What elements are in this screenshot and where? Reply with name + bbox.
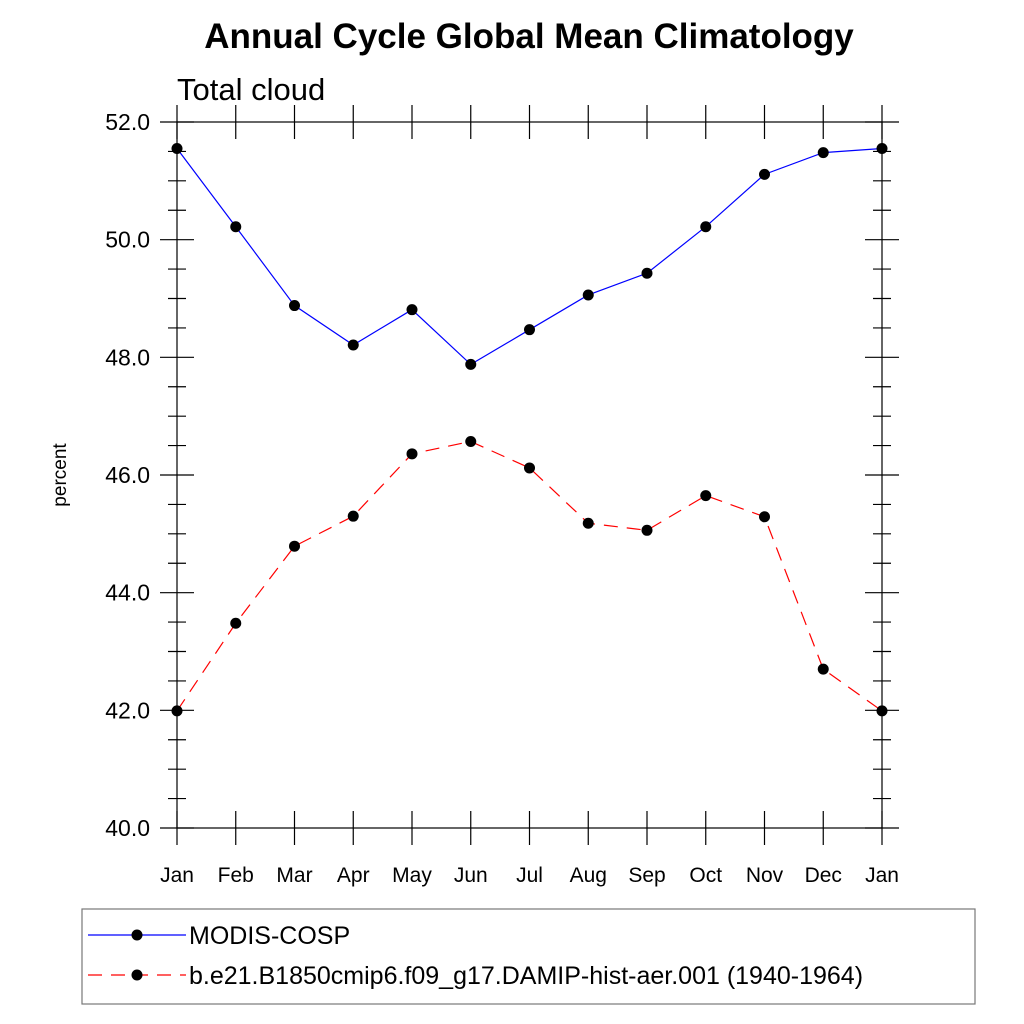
- data-point: [406, 304, 418, 316]
- data-point: [641, 524, 653, 536]
- plot-frame: [176, 121, 883, 829]
- data-point: [347, 510, 359, 522]
- data-point: [582, 517, 594, 529]
- chart-subtitle: Total cloud: [177, 72, 325, 107]
- x-tick-label: Oct: [689, 864, 722, 887]
- y-tick-label: 42.0: [105, 697, 150, 723]
- x-tick-label: Jan: [865, 864, 899, 887]
- axes: 40.0 42.0 44.0 46.0 48.0 50.0 52.0 Jan Feb Mar Apr…: [105, 105, 899, 887]
- data-point: [171, 142, 183, 154]
- x-tick-label: Mar: [276, 864, 312, 887]
- data-point: [700, 221, 712, 233]
- y-tick-label: 48.0: [105, 344, 150, 370]
- x-tick-label: Jun: [454, 864, 488, 887]
- data-point: [582, 289, 594, 301]
- legend-marker: [131, 929, 143, 941]
- data-point: [289, 300, 300, 312]
- data-point: [230, 221, 242, 233]
- series-line: [176, 440, 883, 712]
- data-point: [876, 705, 888, 717]
- legend: MODIS-COSP b.e21.B1850cmip6.f09_g17.DAMIP…: [81, 908, 976, 1005]
- data-point: [171, 705, 183, 717]
- data-point: [347, 339, 359, 351]
- x-tick-label: Feb: [218, 864, 254, 887]
- x-tick-label: Jul: [516, 864, 543, 887]
- series-layer: [171, 142, 888, 717]
- y-axis-ticks: [160, 121, 899, 829]
- data-point: [465, 358, 477, 370]
- legend-item: MODIS-COSP: [88, 922, 350, 950]
- data-point: [817, 147, 829, 159]
- y-tick-label: 40.0: [105, 815, 150, 841]
- x-tick-label: Jan: [160, 864, 194, 887]
- chart-title: Annual Cycle Global Mean Climatology: [204, 17, 854, 56]
- y-tick-label: 44.0: [105, 580, 150, 606]
- legend-item: b.e21.B1850cmip6.f09_g17.DAMIP-hist-aer.…: [88, 962, 863, 990]
- x-tick-label: May: [392, 864, 432, 887]
- y-axis-label: percent: [50, 443, 71, 507]
- data-point: [759, 168, 770, 180]
- x-tick-label: Sep: [628, 864, 665, 887]
- data-point: [289, 540, 300, 552]
- data-point: [230, 617, 242, 629]
- series-2: [171, 435, 888, 717]
- data-point: [524, 462, 535, 474]
- x-tick-label: Apr: [337, 864, 370, 887]
- data-point: [641, 267, 653, 279]
- legend-marker: [131, 969, 143, 981]
- y-tick-label: 50.0: [105, 227, 150, 253]
- legend-label: MODIS-COSP: [189, 922, 350, 950]
- x-tick-label: Dec: [805, 864, 842, 887]
- x-tick-label: Nov: [746, 864, 784, 887]
- data-point: [759, 511, 770, 523]
- data-point: [524, 324, 535, 336]
- y-tick-label: 52.0: [105, 109, 150, 135]
- data-point: [700, 490, 712, 502]
- data-point: [817, 663, 829, 675]
- legend-box: [81, 908, 976, 1005]
- data-point: [876, 142, 888, 154]
- data-point: [406, 448, 418, 460]
- series-1: [171, 142, 888, 370]
- legend-label: b.e21.B1850cmip6.f09_g17.DAMIP-hist-aer.…: [189, 962, 863, 990]
- x-axis-ticks: [176, 105, 883, 845]
- data-point: [465, 435, 477, 447]
- y-tick-label: 46.0: [105, 462, 150, 488]
- x-tick-label: Aug: [570, 864, 607, 887]
